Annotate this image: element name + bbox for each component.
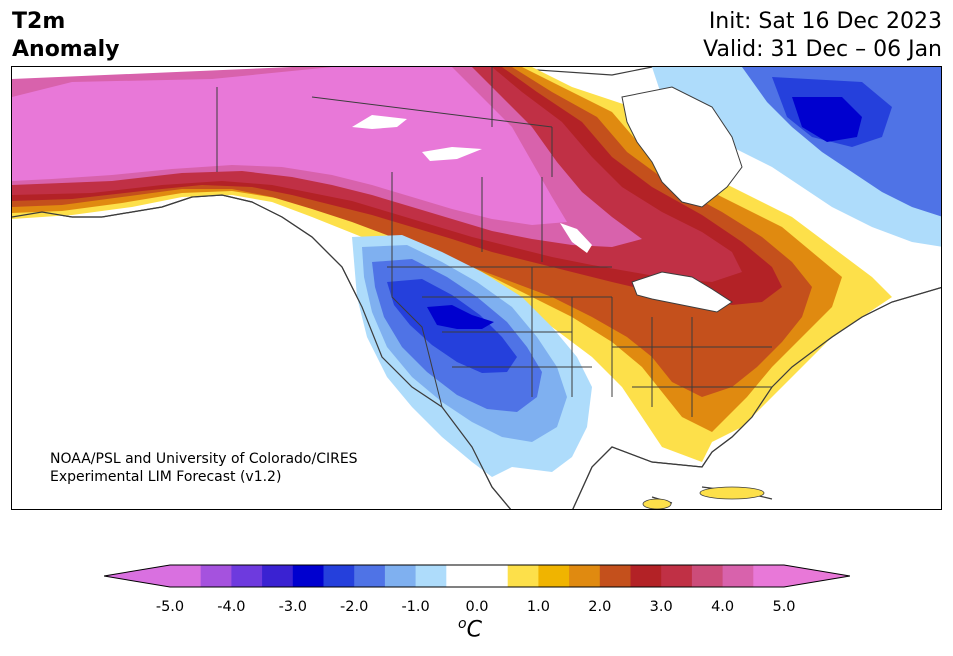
- credit-line-2: Experimental LIM Forecast (v1.2): [50, 469, 282, 485]
- colorbar-segment: [691, 565, 724, 587]
- colorbar-tick-label: -2.0: [340, 599, 369, 615]
- colorbar-segment: [661, 565, 693, 587]
- colorbar-tick-label: 3.0: [649, 599, 673, 615]
- borders: [216, 67, 772, 417]
- colorbar-tick-label: -4.0: [217, 599, 246, 615]
- hudson-bay: [621, 86, 743, 208]
- colorbar-tick-label: -3.0: [278, 599, 307, 615]
- colorbar-segment: [354, 565, 386, 587]
- anomaly-map: NOAA/PSL and University of Colorado/CIRE…: [11, 66, 942, 510]
- colorbar-outline: [104, 564, 850, 588]
- colorbar-segment: [384, 565, 417, 587]
- colorbar-segment: [722, 565, 754, 587]
- colorbar-segment: [446, 565, 478, 587]
- cold-northeast-min: [792, 97, 862, 142]
- colorbar-segment: [262, 565, 294, 587]
- great-lakes: [631, 271, 733, 313]
- lake-winnipeg: [560, 223, 592, 253]
- colorbar-segment: [200, 565, 232, 587]
- colorbar-segment: [415, 565, 447, 587]
- colorbar-tick-label: 0.0: [465, 599, 489, 615]
- colorbar-segment: [599, 565, 631, 587]
- anomaly-max-core: [12, 67, 567, 225]
- credit-text: NOAA/PSL and University of Colorado/CIRE…: [50, 450, 358, 486]
- colorbar-tick-label: -5.0: [155, 599, 185, 615]
- variable-label: T2m: [12, 9, 66, 34]
- colorbar-tick-label: 4.0: [711, 599, 735, 615]
- map-canvas: [12, 67, 941, 509]
- unit-letter: C: [466, 617, 482, 643]
- anomaly-label: Anomaly: [12, 37, 120, 62]
- colorbar-segment: [231, 565, 263, 587]
- colorbar-segment: [507, 565, 539, 587]
- colorbar-segment: [170, 565, 202, 587]
- great-bear-lake: [352, 115, 407, 129]
- unit-degree: o: [458, 616, 467, 632]
- colorbar-segment: [569, 565, 601, 587]
- forecast-dates: Init: Sat 16 Dec 2023 Valid: 31 Dec – 06…: [703, 8, 942, 64]
- colorbar-segment: [477, 565, 509, 587]
- cold-3c-core: [427, 305, 494, 329]
- colorbar-tick-label: 1.0: [526, 599, 550, 615]
- colorbar-min-arrow: [104, 565, 170, 587]
- colorbar-tick-label: -1.0: [401, 599, 430, 615]
- great-slave-lake: [422, 147, 482, 161]
- colorbar-segment: [630, 565, 662, 587]
- colorbar-max-arrow: [784, 565, 850, 587]
- colorbar-segment: [292, 565, 324, 587]
- colorbar-unit: oC: [458, 616, 482, 642]
- init-date: Init: Sat 16 Dec 2023: [708, 9, 942, 34]
- cuba-warm: [699, 486, 765, 500]
- colorbar-tick-label: 2.0: [588, 599, 612, 615]
- colorbar-tick-label: 5.0: [772, 599, 796, 615]
- colorbar: [104, 564, 850, 588]
- colorbar-segment: [323, 565, 355, 587]
- credit-line-1: NOAA/PSL and University of Colorado/CIRE…: [50, 451, 358, 467]
- colorbar-segment: [538, 565, 570, 587]
- hispaniola-warm: [642, 498, 672, 509]
- map-title: T2m Anomaly: [12, 8, 119, 64]
- valid-dates: Valid: 31 Dec – 06 Jan: [703, 37, 942, 62]
- colorbar-segment: [753, 565, 785, 587]
